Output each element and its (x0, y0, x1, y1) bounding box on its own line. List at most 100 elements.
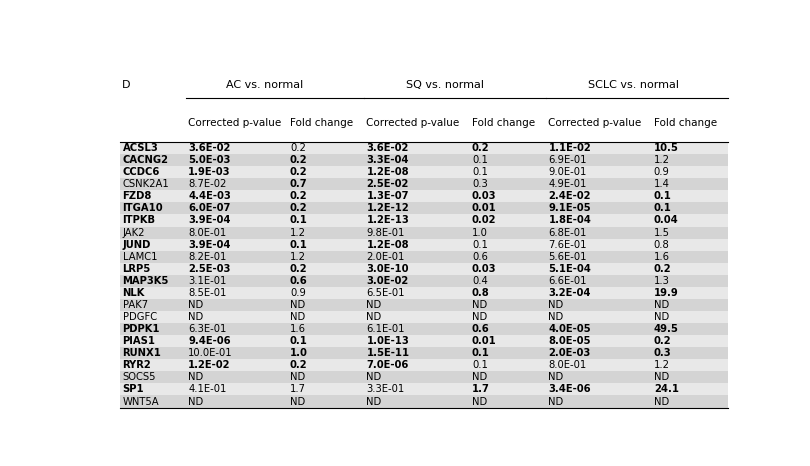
Text: 1.0E-13: 1.0E-13 (366, 336, 409, 346)
Text: 0.9: 0.9 (290, 288, 306, 298)
Text: ND: ND (654, 312, 669, 322)
Bar (120, 311, 727, 323)
Text: WNT5A: WNT5A (122, 397, 160, 406)
Bar (120, 299, 727, 311)
Text: 1.8E-04: 1.8E-04 (548, 215, 591, 226)
Text: 0.2: 0.2 (290, 143, 306, 153)
Text: 2.0E-03: 2.0E-03 (548, 348, 590, 358)
Bar (120, 335, 727, 347)
Text: 0.3: 0.3 (654, 348, 671, 358)
Text: LRP5: LRP5 (122, 264, 151, 274)
Text: 19.9: 19.9 (654, 288, 679, 298)
Text: JUND: JUND (122, 240, 151, 250)
Text: 0.03: 0.03 (472, 264, 497, 274)
Text: 0.6: 0.6 (290, 276, 308, 286)
Bar (120, 166, 727, 178)
Text: 0.3: 0.3 (472, 179, 488, 189)
Text: 0.1: 0.1 (472, 240, 488, 250)
Text: 2.4E-02: 2.4E-02 (548, 192, 590, 201)
Text: ND: ND (188, 397, 203, 406)
Bar (120, 359, 727, 371)
Text: 3.4E-06: 3.4E-06 (548, 384, 591, 394)
Text: 1.3: 1.3 (654, 276, 670, 286)
Text: ND: ND (290, 372, 305, 383)
Text: 9.8E-01: 9.8E-01 (366, 227, 405, 238)
Text: ITPKB: ITPKB (122, 215, 156, 226)
Text: 2.5E-03: 2.5E-03 (188, 264, 231, 274)
Text: 1.9E-03: 1.9E-03 (188, 167, 231, 177)
Text: 10.0E-01: 10.0E-01 (188, 348, 232, 358)
Text: RYR2: RYR2 (122, 360, 151, 370)
Bar (120, 384, 727, 396)
Text: PIAS1: PIAS1 (122, 336, 156, 346)
Text: 0.2: 0.2 (290, 155, 308, 165)
Text: 1.2E-12: 1.2E-12 (366, 204, 409, 213)
Text: 0.1: 0.1 (290, 215, 308, 226)
Text: 3.6E-02: 3.6E-02 (366, 143, 409, 153)
Bar (120, 154, 727, 166)
Text: 6.0E-07: 6.0E-07 (188, 204, 231, 213)
Text: 1.5E-11: 1.5E-11 (366, 348, 410, 358)
Text: PDPK1: PDPK1 (122, 324, 160, 334)
Text: SQ vs. normal: SQ vs. normal (406, 80, 484, 90)
Text: 0.1: 0.1 (654, 192, 671, 201)
Text: 1.2: 1.2 (290, 227, 306, 238)
Text: 3.0E-02: 3.0E-02 (366, 276, 408, 286)
Text: 0.02: 0.02 (472, 215, 497, 226)
Bar (120, 190, 727, 202)
Bar (120, 323, 727, 335)
Text: ND: ND (366, 372, 382, 383)
Text: Corrected p-value: Corrected p-value (548, 118, 642, 128)
Text: 0.2: 0.2 (290, 360, 308, 370)
Text: 49.5: 49.5 (654, 324, 679, 334)
Text: 0.2: 0.2 (654, 264, 671, 274)
Text: D: D (122, 80, 130, 90)
Text: SCLC vs. normal: SCLC vs. normal (588, 80, 679, 90)
Text: 0.2: 0.2 (290, 167, 308, 177)
Text: 0.1: 0.1 (472, 360, 488, 370)
Text: 2.5E-02: 2.5E-02 (366, 179, 409, 189)
Text: 0.2: 0.2 (290, 192, 308, 201)
Text: 6.6E-01: 6.6E-01 (548, 276, 586, 286)
Bar (120, 142, 727, 154)
Text: ND: ND (290, 300, 305, 310)
Text: 1.5: 1.5 (654, 227, 670, 238)
Text: 6.5E-01: 6.5E-01 (366, 288, 405, 298)
Text: ITGA10: ITGA10 (122, 204, 164, 213)
Text: CACNG2: CACNG2 (122, 155, 168, 165)
Text: CCDC6: CCDC6 (122, 167, 160, 177)
Text: 8.2E-01: 8.2E-01 (188, 252, 227, 262)
Text: 0.1: 0.1 (290, 336, 308, 346)
Text: 8.0E-05: 8.0E-05 (548, 336, 590, 346)
Text: 3.3E-01: 3.3E-01 (366, 384, 405, 394)
Bar (120, 214, 727, 226)
Text: 0.4: 0.4 (472, 276, 488, 286)
Text: 0.1: 0.1 (472, 167, 488, 177)
Text: 3.9E-04: 3.9E-04 (188, 240, 231, 250)
Text: 3.6E-02: 3.6E-02 (188, 143, 231, 153)
Text: AC vs. normal: AC vs. normal (226, 80, 304, 90)
Text: 4.4E-03: 4.4E-03 (188, 192, 231, 201)
Text: ACSL3: ACSL3 (122, 143, 158, 153)
Text: 9.1E-05: 9.1E-05 (548, 204, 591, 213)
Text: 6.9E-01: 6.9E-01 (548, 155, 586, 165)
Text: 0.1: 0.1 (472, 348, 490, 358)
Text: 3.1E-01: 3.1E-01 (188, 276, 227, 286)
Text: ND: ND (366, 312, 382, 322)
Text: ND: ND (654, 397, 669, 406)
Text: 4.0E-05: 4.0E-05 (548, 324, 591, 334)
Text: 4.9E-01: 4.9E-01 (548, 179, 586, 189)
Text: 10.5: 10.5 (654, 143, 679, 153)
Text: 3.3E-04: 3.3E-04 (366, 155, 409, 165)
Text: 3.0E-10: 3.0E-10 (366, 264, 409, 274)
Text: 1.2: 1.2 (290, 252, 306, 262)
Bar (120, 287, 727, 299)
Text: 8.0E-01: 8.0E-01 (548, 360, 586, 370)
Text: ND: ND (548, 312, 564, 322)
Text: 0.8: 0.8 (472, 288, 490, 298)
Text: 6.8E-01: 6.8E-01 (548, 227, 586, 238)
Bar (120, 396, 727, 408)
Text: 1.1E-02: 1.1E-02 (548, 143, 591, 153)
Text: 1.2E-08: 1.2E-08 (366, 240, 409, 250)
Text: ND: ND (188, 372, 203, 383)
